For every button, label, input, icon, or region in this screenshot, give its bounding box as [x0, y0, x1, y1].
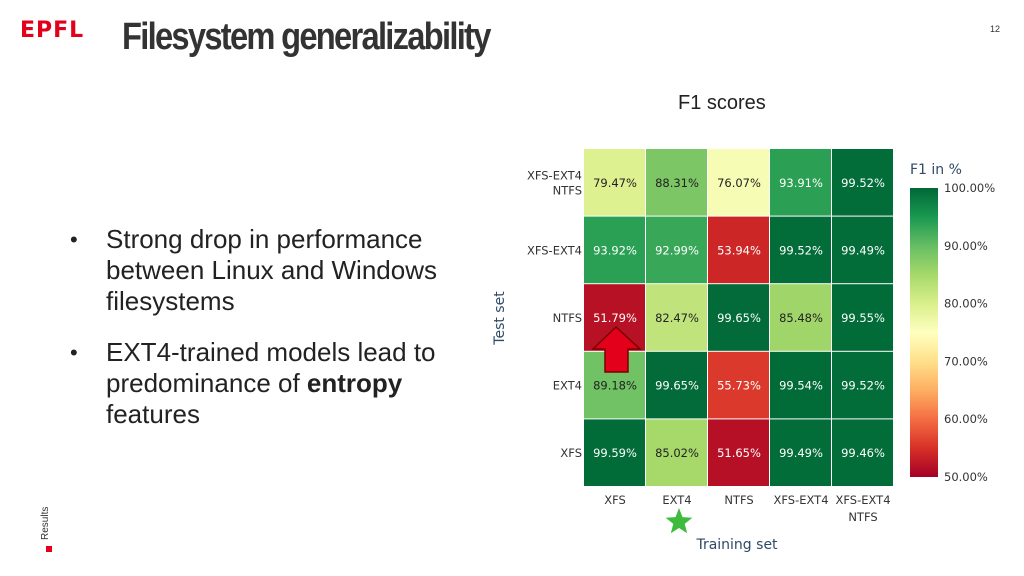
x-tick-label: XFS — [604, 493, 626, 507]
colorbar-title: F1 in % — [910, 162, 962, 178]
heatmap-cell — [708, 149, 769, 216]
x-tick-label: XFS-EXT4 — [773, 493, 828, 507]
cell-value-label: 93.91% — [779, 176, 823, 190]
slide-title: Filesystem generalizability — [122, 16, 491, 58]
heatmap-cell — [770, 419, 831, 486]
cell-value-label: 89.18% — [593, 379, 637, 393]
heatmap-cell — [646, 216, 707, 284]
heatmap-cell — [708, 419, 769, 486]
cell-value-label: 99.65% — [717, 311, 761, 325]
colorbar-tick-label: 60.00% — [944, 412, 988, 426]
colorbar-tick-label: 90.00% — [944, 239, 988, 253]
cell-value-label: 93.92% — [593, 243, 637, 257]
heatmap-cell — [646, 419, 707, 486]
y-tick-label: NTFS — [553, 183, 582, 197]
y-axis-title: Test set — [492, 291, 508, 346]
cell-value-label: 99.55% — [841, 311, 885, 325]
red-arrow-annotation — [591, 325, 642, 373]
heatmap-cell — [832, 351, 893, 419]
cell-value-label: 82.47% — [655, 311, 699, 325]
bullet-marker: • — [70, 227, 78, 252]
cell-value-label: 99.59% — [593, 446, 637, 460]
colorbar — [910, 188, 938, 477]
y-tick-label: EXT4 — [553, 379, 582, 393]
cell-value-label: 99.46% — [841, 446, 885, 460]
green-star-annotation — [665, 508, 693, 534]
heatmap-cell — [646, 351, 707, 419]
section-marker — [46, 546, 52, 552]
heatmap-cell — [770, 284, 831, 351]
x-tick-label: XFS-EXT4 — [835, 493, 890, 507]
cell-value-label: 85.48% — [779, 311, 823, 325]
colorbar-tick-label: 70.00% — [944, 354, 988, 368]
cell-value-label: 55.73% — [717, 379, 761, 393]
colorbar-tick-label: 80.00% — [944, 297, 988, 311]
cell-value-label: 92.99% — [655, 243, 699, 257]
x-tick-label: EXT4 — [662, 493, 691, 507]
x-tick-label: NTFS — [848, 510, 877, 524]
bullet-item: • EXT4-trained models lead to predominan… — [70, 337, 490, 430]
chart-subtitle: F1 scores — [678, 92, 766, 114]
heatmap-cell — [708, 216, 769, 284]
cell-value-label: 85.02% — [655, 446, 699, 460]
cell-value-label: 53.94% — [717, 243, 761, 257]
cell-value-label: 99.54% — [779, 379, 823, 393]
bullet-text: features — [106, 399, 200, 429]
bullet-text: Strong drop in performance between Linux… — [106, 224, 437, 316]
heatmap-cell — [708, 351, 769, 419]
heatmap-cell — [770, 149, 831, 216]
bullet-bold-text: entropy — [306, 368, 403, 398]
bullet-list: • Strong drop in performance between Lin… — [70, 224, 490, 450]
bullet-text: EXT4-trained models lead to predominance… — [106, 337, 436, 398]
heatmap-cell — [832, 216, 893, 284]
page-number: 12 — [989, 24, 1000, 34]
heatmap-cell — [770, 351, 831, 419]
cell-value-label: 99.52% — [841, 379, 885, 393]
heatmap-cell — [832, 419, 893, 486]
colorbar-tick-label: 50.00% — [944, 470, 988, 484]
heatmap-cell — [584, 149, 645, 216]
heatmap-cell — [646, 149, 707, 216]
cell-value-label: 99.52% — [841, 176, 885, 190]
heatmap-cell — [832, 284, 893, 351]
cell-value-label: 99.65% — [655, 379, 699, 393]
bullet-item: • Strong drop in performance between Lin… — [70, 224, 490, 317]
heatmap-cell — [832, 149, 893, 216]
heatmap-cell — [708, 284, 769, 351]
y-tick-label: NTFS — [553, 311, 582, 325]
cell-value-label: 99.49% — [841, 243, 885, 257]
heatmap-cell — [584, 419, 645, 486]
cell-value-label: 76.07% — [717, 176, 761, 190]
x-axis-title: Training set — [695, 537, 778, 553]
cell-value-label: 88.31% — [655, 176, 699, 190]
cell-value-label: 51.65% — [717, 446, 761, 460]
heatmap-cell — [584, 216, 645, 284]
heatmap-cell — [770, 216, 831, 284]
bullet-marker: • — [70, 340, 78, 365]
cell-value-label: 99.49% — [779, 446, 823, 460]
y-tick-label: XFS-EXT4 — [527, 243, 582, 257]
y-tick-label: XFS — [560, 446, 582, 460]
cell-value-label: 99.52% — [779, 243, 823, 257]
cell-value-label: 51.79% — [593, 311, 637, 325]
colorbar-tick-label: 100.00% — [944, 181, 995, 195]
x-tick-label: NTFS — [724, 493, 753, 507]
heatmap-cell — [646, 284, 707, 351]
y-tick-label: XFS-EXT4 — [527, 168, 582, 182]
epfl-logo: EPFL — [20, 18, 85, 43]
cell-value-label: 79.47% — [593, 176, 637, 190]
